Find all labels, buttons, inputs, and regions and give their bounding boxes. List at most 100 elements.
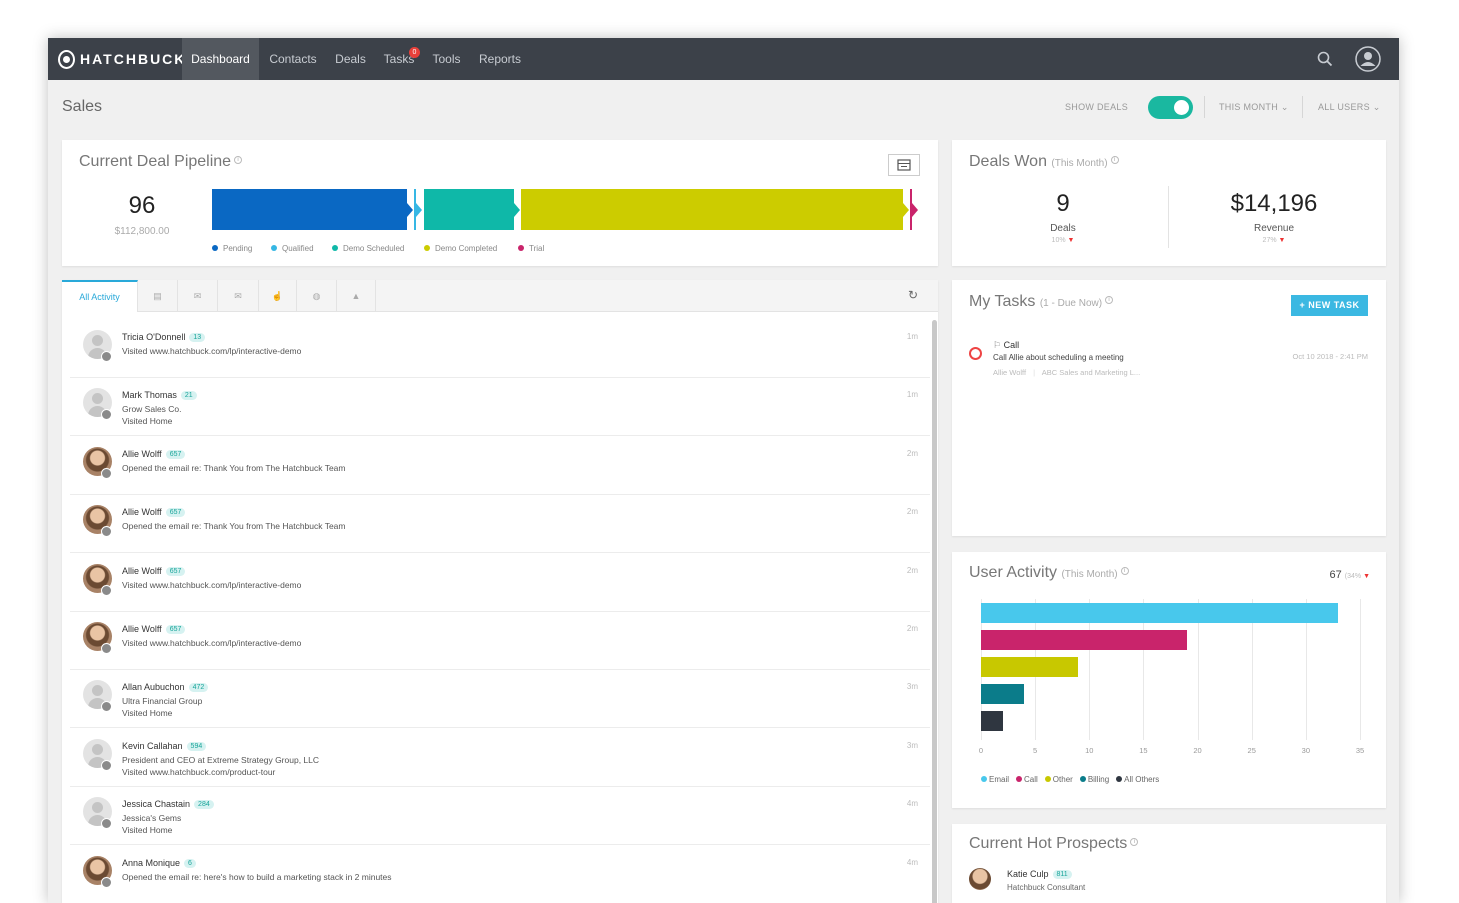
avatar[interactable]: [83, 388, 112, 418]
pipeline-title: Current Deal Pipeline i: [79, 153, 243, 171]
users-value: ALL USERS: [1318, 102, 1370, 112]
nav-contacts[interactable]: Contacts: [269, 52, 317, 66]
score-badge: 657: [165, 625, 186, 634]
tab-alert-icon[interactable]: ▲: [337, 280, 376, 312]
logo[interactable]: HATCHBUCK: [58, 48, 186, 70]
activity-detail: Opened the email re: Thank You from The …: [122, 462, 346, 473]
flag-icon: ⚐: [993, 340, 1002, 350]
task-company[interactable]: ABC Sales and Marketing L...: [1041, 368, 1141, 377]
user-avatar-icon[interactable]: [1355, 46, 1381, 72]
contact-name[interactable]: Allie Wolff 657: [122, 507, 186, 518]
list-item[interactable]: Allie Wolff 657 Opened the email re: Thank…: [70, 495, 930, 554]
tab-web-icon[interactable]: ◍: [297, 280, 337, 312]
score-badge: 594: [186, 741, 207, 751]
list-item[interactable]: Allie Wolff 657 Opened the email re: Thank…: [70, 437, 930, 495]
task-description[interactable]: Call Allie about scheduling a meeting: [993, 353, 1124, 362]
chart-legend-item: Call: [1016, 775, 1038, 784]
contact-name[interactable]: Allan Aubuchon 472: [122, 682, 209, 693]
chart-legend-item: All Others: [1116, 775, 1159, 784]
tab-click-icon[interactable]: ☝: [259, 280, 297, 312]
list-item[interactable]: Allan Aubuchon 472 Ultra Financial Group Vi…: [70, 670, 930, 729]
info-icon[interactable]: i: [234, 156, 243, 164]
pipeline-segment-pending[interactable]: [212, 189, 407, 230]
period-value: THIS MONTH: [1219, 102, 1278, 112]
app-window: HATCHBUCK Dashboard Contacts Deals Tasks…: [48, 38, 1399, 903]
list-item[interactable]: Mark Thomas 21 Grow Sales Co. Visited Home 1…: [70, 378, 930, 437]
activity-detail: President and CEO at Extreme Strategy Gr…: [122, 754, 320, 765]
info-icon[interactable]: i: [1130, 838, 1139, 846]
tasks-count-badge: 0: [409, 47, 420, 58]
contact-name[interactable]: Tricia O'Donnell 13: [122, 332, 206, 342]
nav-tools[interactable]: Tools: [432, 52, 461, 66]
list-item[interactable]: Anna Monique 6 Opened the email re: here's…: [70, 846, 930, 903]
pipeline-segment-trial[interactable]: [910, 189, 912, 230]
table-view-icon[interactable]: [888, 154, 920, 176]
chart-legend-item: Email: [981, 775, 1009, 784]
list-item[interactable]: Jessica Chastain 284 Jessica's Gems Visited…: [70, 787, 930, 846]
chart-bar-billing[interactable]: [981, 684, 1025, 704]
activity-detail: Visited www.hatchbuck.com/product-tour: [122, 766, 276, 777]
avatar[interactable]: [969, 868, 991, 890]
nav-dashboard[interactable]: Dashboard: [182, 38, 259, 80]
nav-tasks[interactable]: Tasks: [383, 52, 415, 66]
chart-bar-call[interactable]: [981, 630, 1187, 650]
activity-time: 1m: [906, 332, 918, 341]
contact-name[interactable]: Allie Wolff 657: [122, 449, 186, 459]
show-deals-toggle[interactable]: [1148, 96, 1193, 119]
revenue-value: $14,196: [1230, 190, 1318, 217]
list-item[interactable]: Allie Wolff 657 Visited www.hatchbuck.com/…: [70, 554, 930, 612]
tab-email-icon[interactable]: ✉: [178, 280, 218, 312]
task-contact[interactable]: Allie Wolff: [993, 368, 1027, 377]
pipeline-count: 96: [128, 192, 156, 219]
chart-legend-item: Billing: [1079, 775, 1109, 784]
list-item[interactable]: Tricia O'Donnell 13 Visited www.hatchbuck.…: [70, 320, 930, 378]
score-badge: 21: [180, 391, 197, 401]
chart-bar-other[interactable]: [981, 657, 1079, 677]
users-dropdown[interactable]: ALL USERS ⌄: [1318, 102, 1381, 113]
task-meta: Allie Wolff | ABC Sales and Marketing L.…: [993, 368, 1141, 377]
contact-name[interactable]: Allie Wolff 657: [122, 624, 186, 634]
divider: [1168, 186, 1169, 248]
chart-bar-email[interactable]: [981, 603, 1339, 623]
refresh-icon[interactable]: ↻: [908, 288, 919, 302]
pipeline-arrow: [903, 203, 909, 217]
tab-email-open-icon[interactable]: ✉: [218, 280, 259, 312]
nav-reports[interactable]: Reports: [478, 52, 522, 66]
info-icon[interactable]: i: [1110, 156, 1119, 164]
info-icon[interactable]: i: [1105, 296, 1114, 304]
list-item[interactable]: Kevin Callahan 594 President and CEO at Ex…: [70, 729, 930, 787]
contact-name[interactable]: Jessica Chastain 284: [122, 799, 214, 810]
activity-detail: Visited Home: [122, 825, 173, 836]
tasks-card: My Tasks (1 - Due Now) i + NEW TASK ⚐ Cal…: [952, 280, 1386, 536]
deals-won-card: Deals Won (This Month) i 9 Deals 10% ▼ $1…: [952, 140, 1386, 266]
pipeline-segment-demo-scheduled[interactable]: [424, 189, 514, 230]
search-icon[interactable]: [1317, 51, 1333, 67]
contact-name[interactable]: Mark Thomas 21: [122, 390, 197, 401]
new-task-button[interactable]: + NEW TASK: [1291, 295, 1368, 316]
activity-scrollbar[interactable]: [932, 320, 937, 903]
avatar[interactable]: [83, 563, 112, 593]
contact-name[interactable]: Kevin Callahan 594: [122, 741, 207, 751]
contact-name[interactable]: Allie Wolff 657: [122, 566, 186, 576]
user-activity-title: User Activity (This Month) i: [969, 564, 1129, 582]
deals-change: 10% ▼: [1051, 237, 1075, 244]
list-item[interactable]: Allie Wolff 657 Visited www.hatchbuck.com/…: [70, 612, 930, 670]
pipeline-segment-qualified[interactable]: [414, 189, 416, 230]
chart-bar-all-others[interactable]: [981, 711, 1003, 731]
chart-gridline: [1197, 599, 1199, 740]
prospect-name[interactable]: Katie Culp 811: [1007, 869, 1072, 879]
tab-calendar-icon[interactable]: ▤: [138, 280, 178, 312]
tab-all-activity[interactable]: All Activity: [62, 280, 138, 312]
contact-name[interactable]: Anna Monique 6: [122, 858, 196, 868]
nav-deals[interactable]: Deals: [335, 52, 366, 66]
task-complete-checkbox[interactable]: [969, 347, 982, 360]
deals-label: Deals: [1050, 223, 1076, 234]
info-icon[interactable]: i: [1120, 567, 1129, 575]
chart-gridline: [1251, 599, 1253, 740]
activity-detail: Visited www.hatchbuck.com/lp/interactive…: [122, 638, 302, 648]
period-dropdown[interactable]: THIS MONTH ⌄: [1219, 102, 1289, 113]
activity-detail: Opened the email re: Thank You from The …: [122, 521, 346, 532]
chart-tick-label: 30: [1301, 746, 1311, 755]
pipeline-segment-demo-completed[interactable]: [521, 189, 903, 230]
chart-gridline: [1143, 599, 1145, 740]
